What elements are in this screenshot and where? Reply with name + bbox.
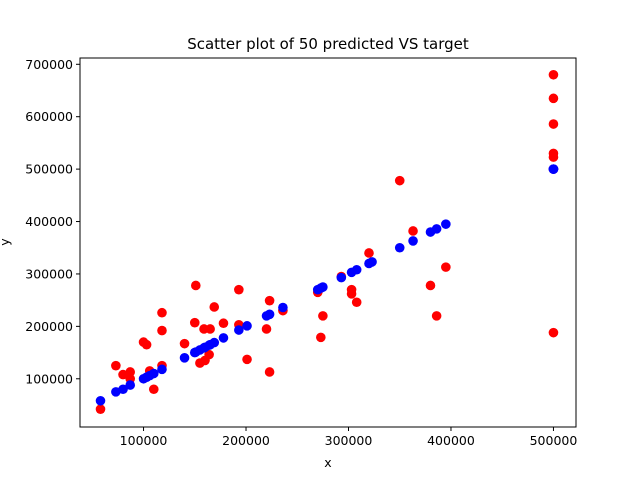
red-data-point [264,295,275,306]
blue-data-point [394,242,405,253]
red-data-point [209,302,220,312]
red-data-point [242,354,252,365]
blue-data-point [351,264,362,275]
x-axis: 100000 200000 300000 400000 500000 [120,427,578,448]
blue-data-point [218,333,229,343]
red-data-point [218,318,229,329]
blue-data-point [408,236,418,246]
x-tick-label: 300000 [325,433,373,448]
red-data-point [364,248,374,258]
blue-data-point [367,257,377,267]
x-tick-label: 500000 [530,433,578,448]
red-data-point [351,297,362,308]
blue-data-point [242,321,252,331]
blue-data-point [441,219,451,229]
y-tick-label: 100000 [25,371,73,386]
blue-data-point [264,309,275,320]
red-data-point [189,317,200,328]
red-data-point [316,332,326,343]
red-data-point [261,324,272,334]
red-data-point [157,325,167,336]
red-data-point [111,360,121,371]
red-data-point [157,307,167,318]
blue-data-point [431,224,442,234]
y-tick-label: 200000 [25,319,73,334]
blue-data-point [336,272,347,283]
red-data-point [548,93,559,104]
blue-data-point [234,325,244,335]
blue-data-point [548,164,559,174]
red-data-point [394,175,405,186]
y-tick-label: 400000 [25,214,73,229]
blue-data-point [157,364,167,375]
red-data-point [346,289,357,299]
plot-area-frame [79,57,577,428]
red-data-point [408,226,418,236]
x-axis-label: x [324,455,331,470]
red-data-point [548,119,559,129]
red-data-point [264,367,275,377]
red-data-point [141,339,152,350]
red-data-point [548,69,559,80]
x-tick-label: 400000 [427,433,475,448]
y-axis-label: y [0,238,12,246]
red-data-point [205,324,215,334]
red-data-point [234,284,244,295]
red-data-point [318,311,328,321]
x-tick-label: 200000 [222,433,270,448]
blue-data-point [95,395,106,406]
blue-data-point [118,384,128,395]
blue-data-point [278,302,288,313]
data-points [95,69,559,414]
y-tick-label: 500000 [25,162,73,177]
red-data-point [148,384,159,395]
y-tick-label: 600000 [25,109,73,124]
red-data-point [191,280,201,291]
blue-data-point [148,368,159,379]
red-data-point [548,152,559,162]
y-tick-label: 300000 [25,266,73,281]
y-axis: 100000 200000 300000 400000 500000 600000 7000… [25,57,80,386]
x-tick-label: 100000 [120,433,168,448]
red-data-point [548,327,559,338]
chart-title: Scatter plot of 50 predicted VS target [187,35,469,53]
red-data-point [431,311,442,321]
red-data-point [441,262,451,272]
blue-data-point [179,353,190,363]
red-data-point [179,338,190,349]
blue-data-point [209,337,220,348]
y-tick-label: 700000 [25,57,73,72]
blue-data-point [125,380,136,390]
red-data-point [425,280,436,291]
red-data-point [95,404,106,414]
red-data-point [204,349,214,360]
blue-data-point [318,282,328,292]
red-data-point [125,367,136,377]
